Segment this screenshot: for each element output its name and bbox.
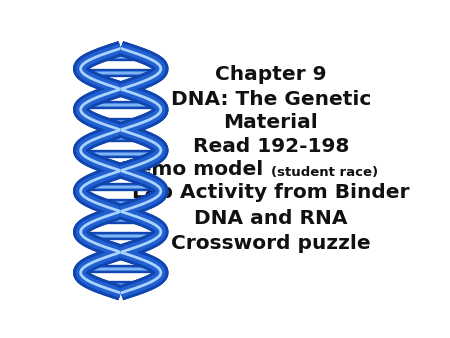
Text: (student race): (student race) (271, 166, 378, 179)
Text: Read 192-198: Read 192-198 (193, 137, 349, 156)
Text: Demo model: Demo model (122, 160, 271, 179)
Text: DNA and RNA: DNA and RNA (194, 209, 347, 227)
Text: DNA: The Genetic: DNA: The Genetic (171, 90, 371, 108)
Text: Lab Activity from Binder: Lab Activity from Binder (132, 183, 410, 202)
Text: Demo model (student race): Demo model (student race) (115, 160, 427, 179)
Text: Crossword puzzle: Crossword puzzle (171, 234, 370, 252)
Text: Material: Material (223, 113, 318, 132)
Text: Chapter 9: Chapter 9 (215, 65, 327, 84)
